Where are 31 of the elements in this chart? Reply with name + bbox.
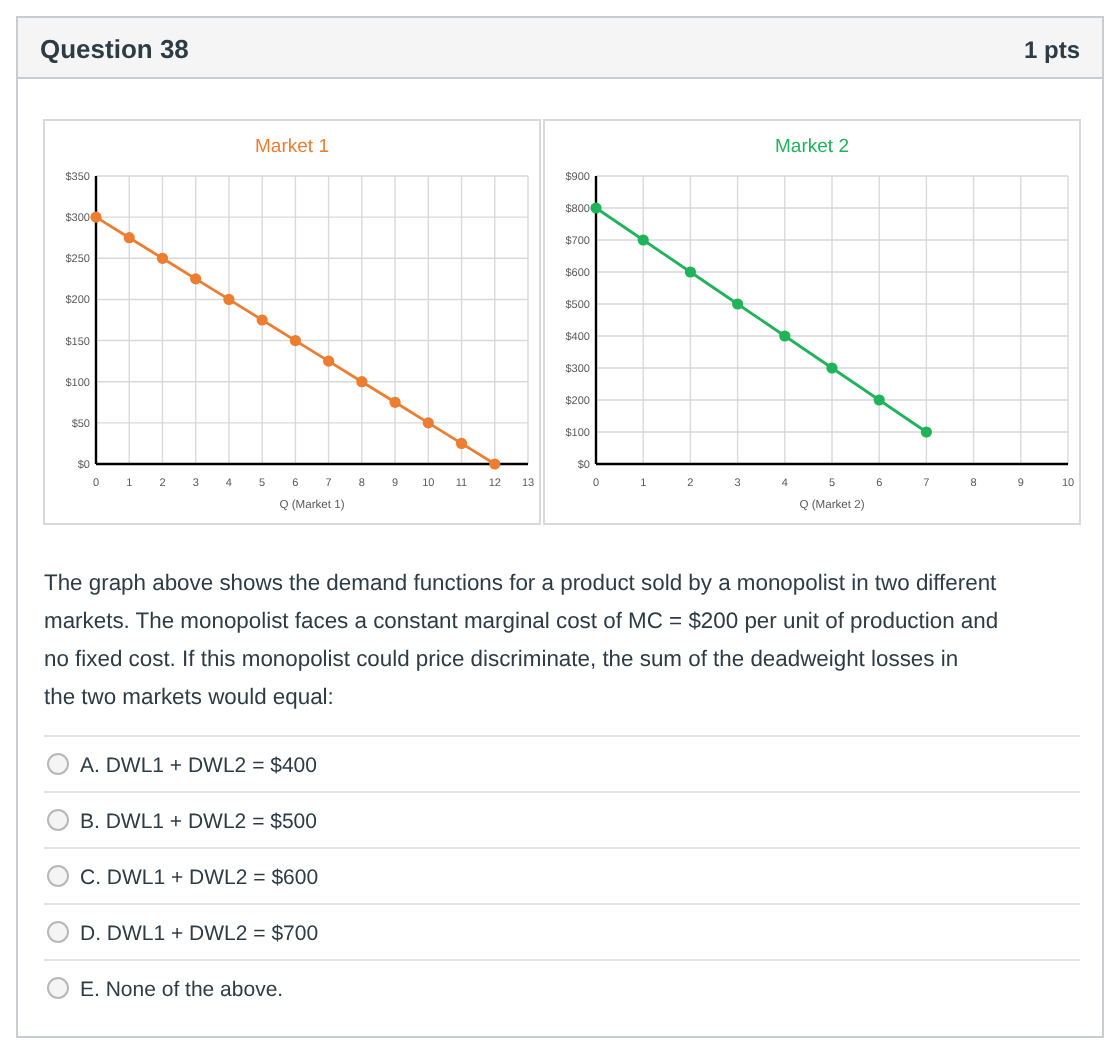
point xyxy=(289,334,301,347)
point xyxy=(732,298,744,310)
point xyxy=(356,376,368,388)
point xyxy=(323,355,335,367)
text: Question 38 xyxy=(40,34,189,64)
text: B. DWL1 + DWL2 = $500 xyxy=(80,810,318,834)
point xyxy=(156,252,169,264)
text: 1 pts xyxy=(1023,36,1081,64)
point xyxy=(590,202,602,214)
text: A. DWL1 + DWL2 = $400 xyxy=(80,754,318,778)
point xyxy=(256,314,268,326)
point xyxy=(190,273,202,285)
text: D. DWL1 + DWL2 = $700 xyxy=(80,922,319,946)
point xyxy=(873,394,885,406)
point xyxy=(90,211,102,223)
point xyxy=(123,232,135,244)
point xyxy=(684,266,696,278)
point xyxy=(826,362,838,374)
text: E. None of the above. xyxy=(80,978,284,1002)
chart-title: Market 1 xyxy=(255,136,329,158)
point xyxy=(389,396,401,408)
point xyxy=(455,437,468,450)
chart-title: Market 2 xyxy=(775,136,849,158)
point xyxy=(920,426,932,438)
point xyxy=(637,234,649,246)
point xyxy=(422,417,434,429)
point xyxy=(779,330,791,342)
text: The graph above shows the demand functions for a product sold by a monopolist in two different markets. The monopolist faces a constant marginal cost of MC = $200 per unit of production and no fixed cost. If this monopolist could price discriminate, the sum of the deadweight losses in the two markets would equal: xyxy=(44,572,999,710)
point xyxy=(489,458,501,470)
point xyxy=(223,293,235,306)
text: C. DWL1 + DWL2 = $600 xyxy=(80,866,319,890)
